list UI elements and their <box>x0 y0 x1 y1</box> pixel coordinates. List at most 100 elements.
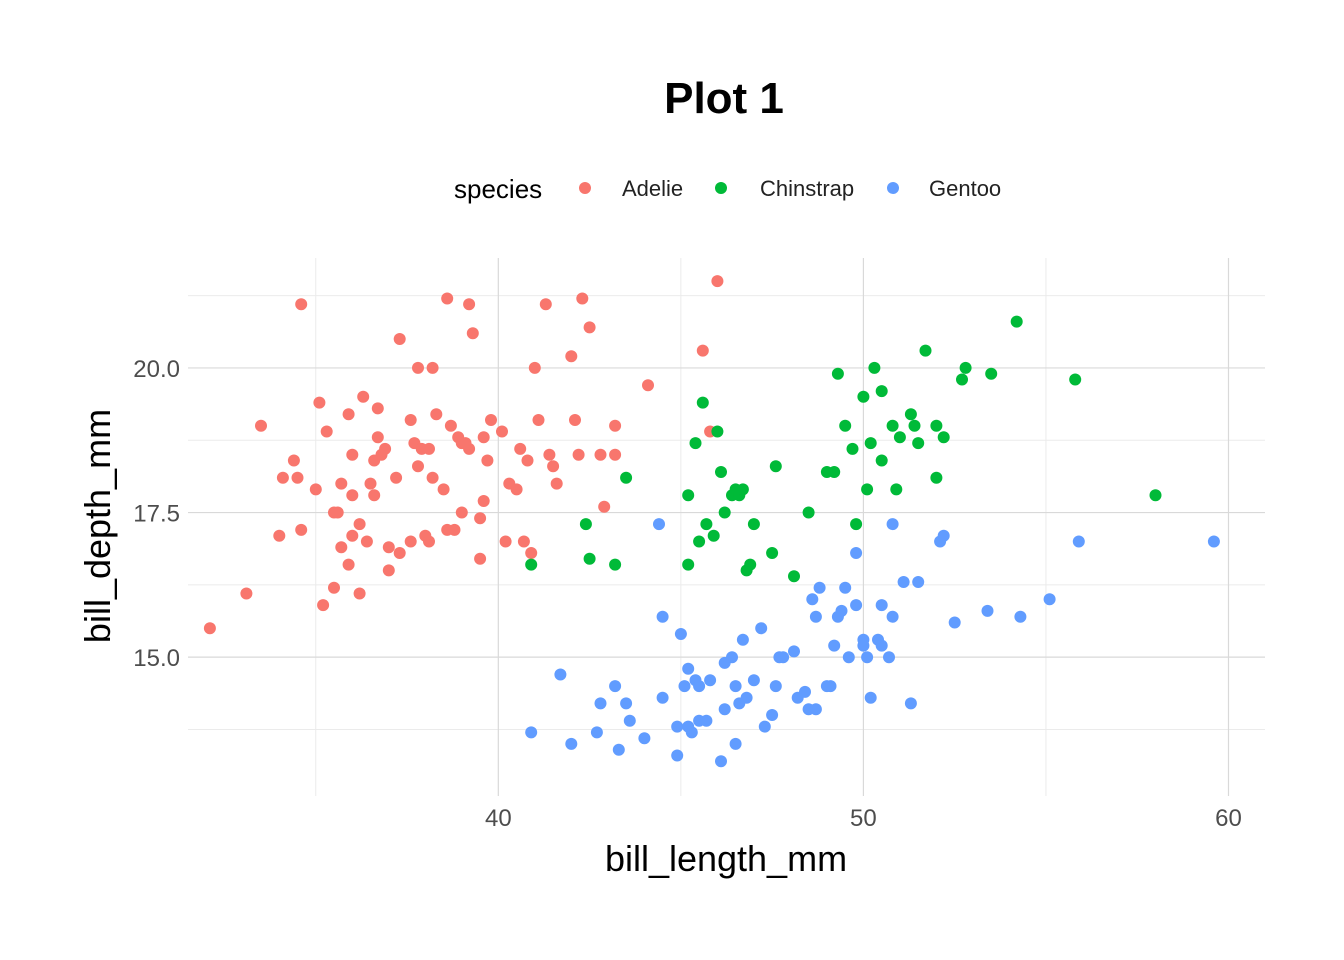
point-adelie <box>437 483 450 496</box>
point-adelie <box>331 506 344 519</box>
point-adelie <box>371 431 384 444</box>
point-chinstrap <box>930 419 943 432</box>
point-adelie <box>295 523 308 536</box>
point-gentoo <box>755 622 768 635</box>
gridlines <box>188 258 1265 796</box>
point-adelie <box>517 535 530 548</box>
point-chinstrap <box>959 361 972 374</box>
point-adelie <box>499 535 512 548</box>
point-gentoo <box>828 639 841 652</box>
point-adelie <box>539 298 552 311</box>
point-chinstrap <box>579 518 592 531</box>
point-gentoo <box>682 662 695 675</box>
point-adelie <box>273 529 286 542</box>
point-chinstrap <box>766 547 779 559</box>
point-gentoo <box>671 749 684 762</box>
point-adelie <box>583 321 596 334</box>
point-gentoo <box>1014 610 1027 623</box>
point-adelie <box>576 292 589 305</box>
point-chinstrap <box>583 552 596 565</box>
point-chinstrap <box>689 437 702 450</box>
point-chinstrap <box>736 483 749 496</box>
point-gentoo <box>525 726 538 739</box>
point-gentoo <box>693 680 706 693</box>
chart-title: Plot 1 <box>664 74 784 123</box>
point-adelie <box>510 483 523 496</box>
point-adelie <box>412 460 424 473</box>
point-gentoo <box>656 691 669 704</box>
point-chinstrap <box>769 460 782 473</box>
point-adelie <box>466 327 479 340</box>
point-gentoo <box>788 645 800 658</box>
point-chinstrap <box>620 471 633 484</box>
point-gentoo <box>813 581 826 594</box>
point-gentoo <box>1207 535 1220 548</box>
point-adelie <box>346 448 359 461</box>
legend: species Adelie Chinstrap Gentoo <box>454 174 1001 204</box>
point-adelie <box>346 489 359 502</box>
point-gentoo <box>590 726 603 739</box>
point-adelie <box>696 344 709 357</box>
point-gentoo <box>565 737 578 750</box>
point-chinstrap <box>696 396 709 409</box>
point-adelie <box>496 425 508 438</box>
point-gentoo <box>806 593 819 606</box>
data-points <box>203 275 1220 768</box>
point-gentoo <box>729 737 742 750</box>
x-tick-label: 60 <box>1215 805 1242 832</box>
point-gentoo <box>718 703 731 716</box>
point-chinstrap <box>525 558 538 571</box>
point-adelie <box>382 564 395 577</box>
point-chinstrap <box>682 489 695 502</box>
point-adelie <box>426 361 439 374</box>
y-axis-title: bill_depth_mm <box>77 409 118 643</box>
point-gentoo <box>554 668 567 681</box>
point-adelie <box>569 414 581 426</box>
point-adelie <box>481 454 494 467</box>
point-adelie <box>404 535 417 548</box>
point-chinstrap <box>831 367 844 380</box>
point-adelie <box>287 454 300 467</box>
point-adelie <box>379 442 392 455</box>
point-adelie <box>528 361 541 374</box>
point-gentoo <box>620 697 633 710</box>
point-adelie <box>276 471 289 484</box>
point-gentoo <box>715 755 727 768</box>
point-gentoo <box>839 581 852 594</box>
point-adelie <box>371 402 384 415</box>
point-chinstrap <box>930 471 943 484</box>
point-gentoo <box>704 674 717 687</box>
point-adelie <box>353 518 366 531</box>
point-chinstrap <box>1149 489 1162 502</box>
point-gentoo <box>835 604 848 617</box>
point-adelie <box>525 547 538 559</box>
point-gentoo <box>861 651 874 664</box>
point-gentoo <box>883 651 895 664</box>
point-gentoo <box>623 714 636 727</box>
point-adelie <box>426 471 439 484</box>
point-adelie <box>572 448 585 461</box>
point-adelie <box>609 448 622 461</box>
point-chinstrap <box>893 431 906 444</box>
point-gentoo <box>850 599 863 612</box>
point-chinstrap <box>682 558 695 571</box>
point-gentoo <box>671 720 684 733</box>
point-chinstrap <box>711 425 724 438</box>
point-adelie <box>203 622 216 635</box>
y-tick-label: 20.0 <box>133 356 180 383</box>
point-gentoo <box>609 680 622 693</box>
point-gentoo <box>981 604 994 617</box>
x-tick-label: 50 <box>850 805 877 832</box>
point-adelie <box>441 292 454 305</box>
point-chinstrap <box>937 431 950 444</box>
point-gentoo <box>653 518 665 531</box>
point-chinstrap <box>744 558 757 571</box>
point-gentoo <box>700 714 713 727</box>
point-gentoo <box>736 633 749 646</box>
point-adelie <box>291 471 304 484</box>
point-chinstrap <box>886 419 899 432</box>
point-chinstrap <box>715 466 727 478</box>
point-gentoo <box>850 547 863 559</box>
point-adelie <box>317 599 330 612</box>
point-chinstrap <box>908 419 921 432</box>
